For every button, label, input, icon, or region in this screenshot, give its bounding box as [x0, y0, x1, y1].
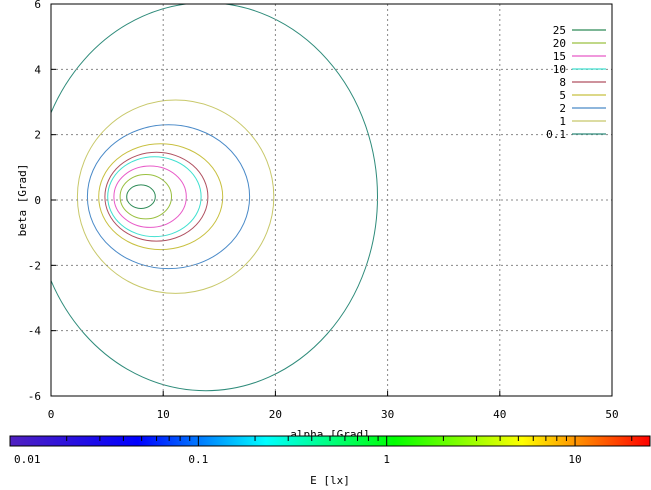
contour-line-0.1 [51, 4, 378, 392]
y-axis-ticks: -6 -4 -2 0 2 4 6 [28, 0, 56, 403]
contour-line-25 [126, 184, 156, 209]
y-tick-label: -4 [28, 325, 42, 338]
y-tick-label: 0 [34, 194, 41, 207]
contour-lines [51, 4, 378, 392]
y-tick-label: -2 [28, 259, 41, 272]
x-tick-label: 0 [48, 408, 55, 421]
x-tick-label: 50 [605, 408, 618, 421]
legend-label-1: 1 [559, 115, 566, 128]
colorbar-tick-label: 10 [568, 453, 581, 466]
legend-label-25: 25 [553, 24, 566, 37]
legend-label-2: 2 [559, 102, 566, 115]
y-tick-label: 6 [34, 0, 41, 11]
legend-label-8: 8 [559, 76, 566, 89]
colorbar-tick-label: 0.1 [188, 453, 208, 466]
legend-label-20: 20 [553, 37, 566, 50]
legend-label-0.1: 0.1 [546, 128, 566, 141]
x-tick-label: 30 [381, 408, 394, 421]
x-tick-label: 40 [493, 408, 506, 421]
legend-label-15: 15 [553, 50, 566, 63]
contour-line-8 [104, 151, 209, 242]
colorbar-tick-label: 0.01 [14, 453, 41, 466]
x-axis-ticks: 0 10 20 30 40 50 [48, 391, 619, 421]
contour-line-20 [119, 174, 173, 220]
contour-line-10 [107, 156, 202, 238]
legend-label-5: 5 [559, 89, 566, 102]
y-tick-label: -6 [28, 390, 41, 403]
y-axis-label: beta [Grad] [16, 164, 29, 237]
colorbar-tick-label: 1 [383, 453, 390, 466]
y-tick-label: 4 [34, 63, 41, 76]
contour-line-1 [76, 99, 275, 294]
grid-lines [51, 4, 612, 396]
contour-line-5 [98, 143, 224, 251]
colorbar-label: E [lx] [310, 474, 350, 486]
contour-line-15 [113, 165, 187, 228]
x-tick-label: 10 [157, 408, 170, 421]
x-tick-label: 20 [269, 408, 282, 421]
legend-label-10: 10 [553, 63, 566, 76]
y-tick-label: 2 [34, 129, 41, 142]
contour-line-2 [86, 124, 251, 270]
colorbar-ticks: 0.01 0.1 1 10 [9, 436, 633, 466]
